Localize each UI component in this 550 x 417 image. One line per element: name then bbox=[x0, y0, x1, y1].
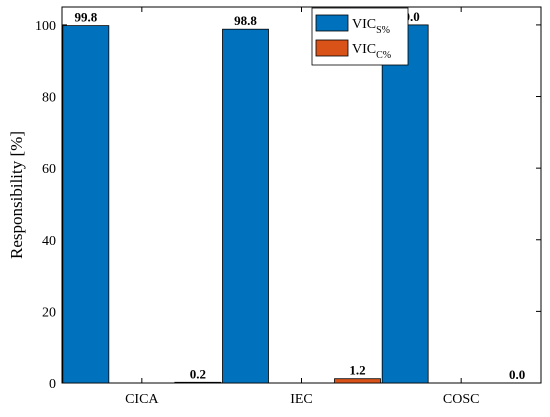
data-label: 1.2 bbox=[349, 363, 365, 378]
bar-0-cica bbox=[62, 25, 110, 384]
y-axis: 0 20 40 60 80 100 bbox=[35, 19, 541, 392]
legend-label-subscript: S% bbox=[376, 25, 390, 36]
legend-label-subscript: C% bbox=[376, 50, 391, 61]
bar-0-cosc bbox=[381, 24, 429, 384]
x-axis: CICA IEC COSC bbox=[125, 7, 479, 407]
legend-swatch bbox=[315, 39, 349, 57]
legend-swatch bbox=[315, 14, 349, 32]
bar-series bbox=[62, 24, 429, 384]
bar-1-cica bbox=[174, 381, 222, 384]
data-label: 99.8 bbox=[74, 10, 97, 25]
data-label: 98.8 bbox=[234, 13, 257, 28]
y-tick-label: 20 bbox=[42, 305, 56, 320]
data-labels: 99.80.298.81.2100.00.0 bbox=[74, 9, 525, 382]
legend: VICS%VICC% bbox=[311, 7, 409, 66]
x-tick-label: IEC bbox=[290, 392, 313, 407]
x-tick-label: CICA bbox=[125, 392, 159, 407]
y-tick-label: 0 bbox=[49, 377, 56, 392]
y-tick-label: 40 bbox=[42, 234, 56, 249]
data-label: 0.0 bbox=[509, 367, 525, 382]
y-tick-label: 60 bbox=[42, 162, 56, 177]
bar-1-iec bbox=[334, 378, 381, 384]
data-label: 0.2 bbox=[190, 366, 206, 381]
y-tick-label: 100 bbox=[35, 19, 56, 34]
bar-0-iec bbox=[222, 28, 269, 384]
y-tick-label: 80 bbox=[42, 91, 56, 106]
y-axis-title: Responsibility [%] bbox=[7, 131, 26, 259]
plot-area bbox=[61, 6, 542, 384]
x-tick-label: COSC bbox=[443, 392, 480, 407]
